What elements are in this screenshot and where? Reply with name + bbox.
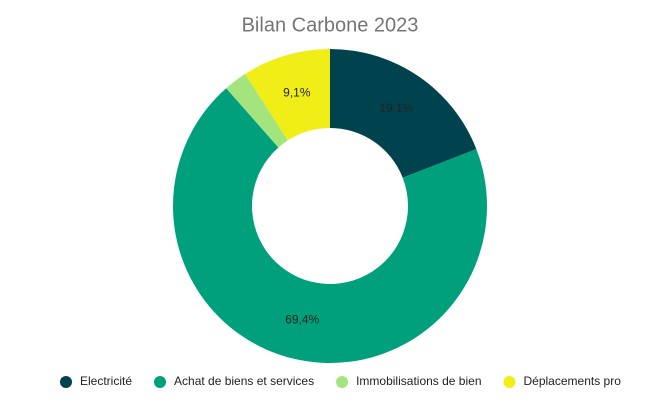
legend-label: Achat de biens et services: [174, 374, 314, 388]
value-label: 9,1%: [283, 85, 311, 99]
value-label: 69,4%: [285, 312, 319, 326]
legend-marker: [503, 376, 516, 388]
legend-label: Electricité: [80, 374, 132, 388]
legend-marker: [154, 376, 167, 388]
chart-title: Bilan Carbone 2023: [242, 14, 419, 36]
legend-label: Déplacements pro: [524, 374, 622, 388]
legend-marker: [60, 376, 72, 388]
donut-slice: [245, 49, 330, 141]
legend-label: Immobilisations de bien: [356, 374, 481, 388]
donut-slice: [173, 88, 487, 363]
donut-slice: [226, 73, 288, 148]
donut-slice: [330, 49, 477, 178]
legend-marker: [336, 376, 349, 388]
value-label: 19,1%: [379, 101, 413, 115]
